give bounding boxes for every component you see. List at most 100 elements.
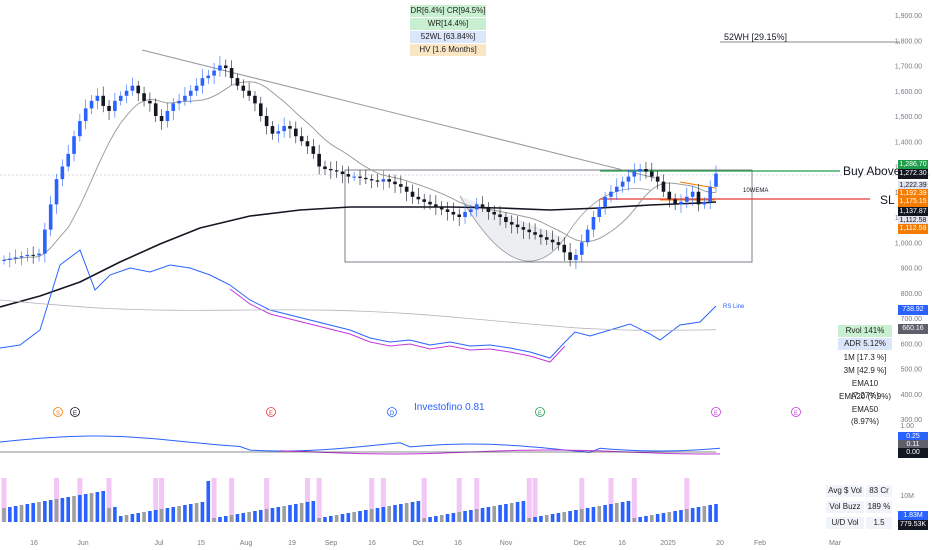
candle-body [329,169,333,171]
avg-vol-value: 83 Cr [866,485,892,497]
candle-body [19,256,24,258]
volume-highlight [474,478,480,522]
volume-bar [340,514,345,522]
candle-body [264,116,269,127]
volume-bar [498,505,502,522]
time-tick-label: Mar [829,540,842,547]
event-marker-label: D [390,411,395,417]
volume-bar [43,501,47,522]
candle-body [25,254,30,257]
event-marker-circle [266,407,276,417]
candle-body [13,257,18,259]
candle-body [533,232,537,235]
price-tag: 660.16 [898,324,928,334]
rs-negative-line [229,288,566,363]
volume-bar [515,502,520,522]
event-marker-circle [535,407,545,417]
volume-bar [113,507,117,522]
volume-bar [533,517,537,522]
volume-bar [352,512,356,522]
volume-bar [504,504,508,522]
rs-series-line [0,249,717,359]
candle-body [696,191,701,205]
volume-bar [527,518,532,522]
candle-body [416,196,421,200]
candle-body [358,176,362,178]
candle-body [550,239,555,243]
time-axis[interactable]: 16 Jun Jul 15 Aug 19 Sep 16 Oct 16 Nov Dec 16 2025 20 F… [30,540,842,547]
candle-body [136,85,141,94]
volume-bar [305,502,310,522]
volume-bar [288,505,292,522]
price-axis[interactable]: 1,900.00 1,800.00 1,700.00 1,600.00 1,500.00… [895,13,922,500]
candle-body [714,173,718,187]
volume-bar [544,515,549,522]
event-marker-circle [53,407,63,417]
volume-highlight [153,478,159,522]
52wl-badge: 52WL [63.84%] [410,31,486,43]
candle-body [364,177,368,180]
candle-body [463,211,467,217]
volume-bar [60,498,65,522]
time-tick-label: Jul [155,540,164,547]
candle-body [241,85,246,91]
volume-highlight [316,478,322,522]
price-tick-label: 700.00 [901,316,923,323]
ema10-stat: EMA10 (7.27%) [850,379,879,400]
candle-body [574,254,578,260]
candle-body [702,201,707,205]
candle-body [399,184,403,187]
price-tag: 1,286.70 [898,160,928,170]
candle-body [43,229,47,254]
candle-body [95,95,100,101]
ma200-line [0,201,717,308]
volume-bar [603,505,607,522]
candle-body [568,252,572,260]
rs-line-label: RS Line [723,304,745,310]
candle-body [404,186,409,192]
volume-bar [223,516,228,522]
volume-bar [171,507,176,522]
candle-body [142,93,146,101]
ud-vol-value: 1.5 [866,517,892,529]
volume-bar [218,517,222,522]
candle-body [544,237,549,240]
event-marker-label: E [269,411,273,417]
candle-body [708,186,712,202]
volume-highlight [211,478,217,522]
volume-bar [270,508,275,522]
price-tick-label: 600.00 [901,341,923,348]
volume-bar [229,515,234,522]
volume-highlight [304,478,310,522]
rvol-stat: Rvol 141% [838,325,892,337]
volume-bar [311,501,316,522]
time-tick-label: Dec [574,540,587,547]
volume-bar [399,504,403,522]
candle-body [504,217,508,223]
volume-bar [118,516,123,522]
volume-bar [364,510,368,522]
volume-bar [2,508,6,522]
volume-bar [369,509,374,522]
candle-body [276,131,281,134]
time-tick-label: 16 [30,540,38,547]
candle-body [650,171,654,177]
volume-bar [25,504,30,522]
52wh-label: 52WH [29.15%] [724,32,788,42]
ema20-stat: EMA20 (7.9%) [838,392,892,401]
volume-bar [474,509,479,522]
price-tag: 0.25 [898,432,928,442]
adr-stat: ADR 5.12% [838,338,892,350]
candle-body [609,191,613,197]
volume-bar [317,518,321,522]
volume-highlight [106,478,112,522]
candle-body [387,179,391,182]
volume-highlight [380,478,386,522]
volume-bar [463,511,467,522]
volume-bar [644,516,648,522]
volume-bar [48,500,53,522]
volume-highlight [456,478,462,522]
candle-body [235,78,240,86]
volume-bar [89,493,94,522]
